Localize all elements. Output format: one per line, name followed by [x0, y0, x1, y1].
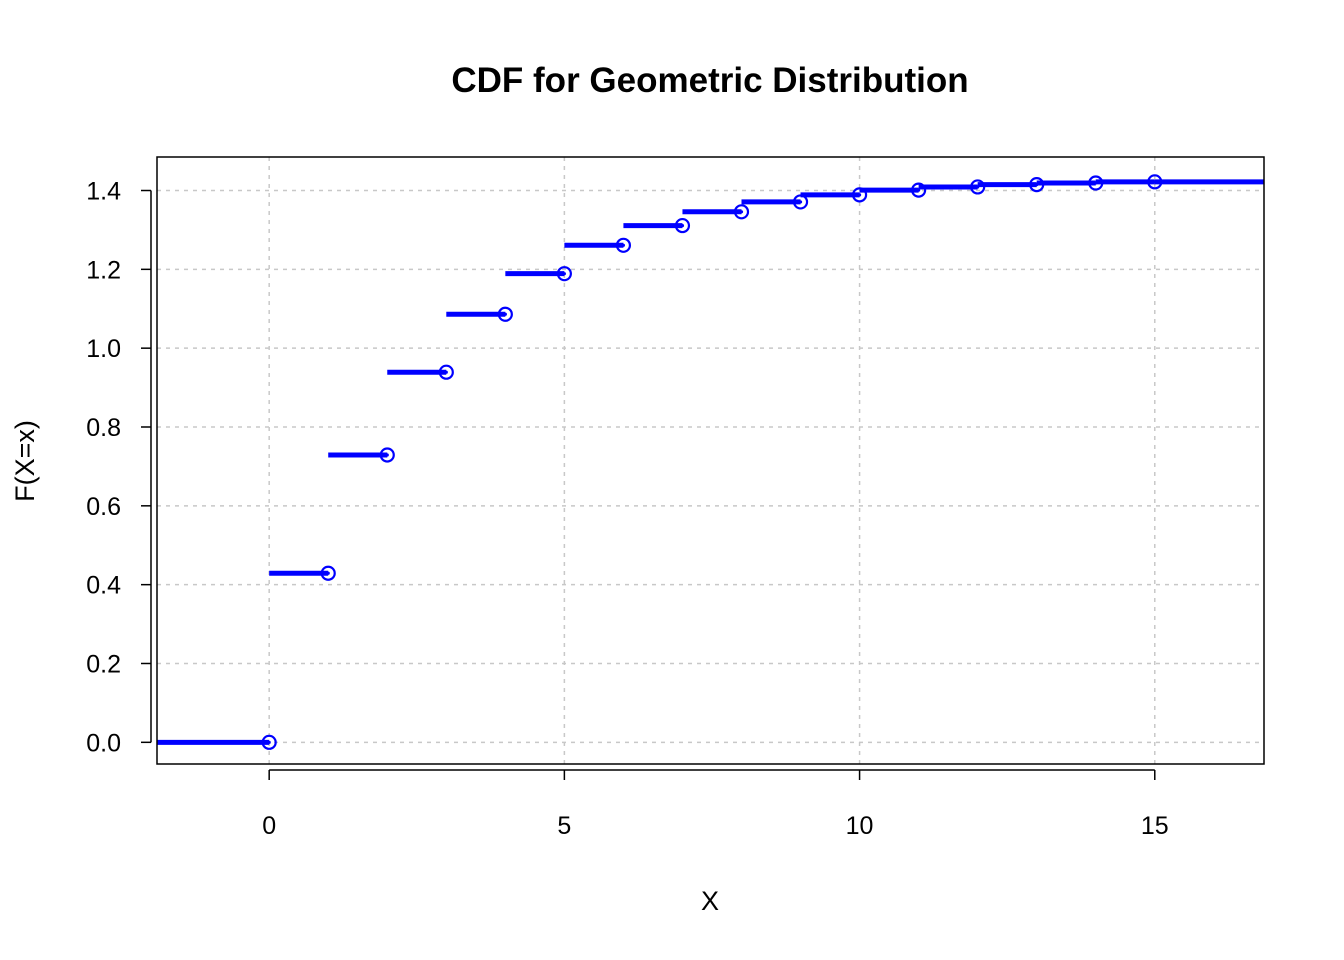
data-point — [438, 364, 454, 380]
data-point-center — [621, 243, 626, 247]
data-point-center — [857, 193, 862, 197]
data-point — [1147, 174, 1163, 190]
data-point-center — [385, 453, 389, 457]
data-point-center — [917, 188, 921, 192]
y-tick-label: 1.0 — [86, 335, 121, 363]
x-tick-label: 10 — [846, 812, 874, 840]
y-tick-label: 0.2 — [86, 650, 121, 678]
data-point — [733, 204, 750, 220]
data-point-center — [562, 272, 566, 276]
x-axis-label: X — [701, 886, 719, 916]
plot-frame — [156, 156, 1265, 765]
data-point — [615, 237, 632, 253]
data-point — [261, 734, 277, 750]
data-point — [851, 187, 868, 203]
data-point — [970, 179, 986, 195]
data-point-center — [444, 370, 448, 374]
data-point-center — [798, 200, 803, 204]
axis-layer: 0 5 10 15 0.0 0.2 0.4 0.6 0.8 1.0 1.2 1.4 — [86, 178, 1168, 840]
data-point — [379, 447, 395, 463]
x-tick-label: 15 — [1141, 812, 1169, 840]
data-point-center — [267, 740, 271, 744]
data-point-center — [1153, 180, 1157, 184]
grid-layer — [157, 157, 1264, 764]
data-point-center — [326, 571, 330, 575]
data-point-center — [1094, 181, 1098, 185]
y-axis-label: F(X=x) — [10, 420, 40, 502]
data-point-center — [680, 223, 685, 228]
y-tick-label: 0.0 — [86, 729, 121, 757]
data-point — [320, 565, 336, 581]
data-point — [556, 266, 572, 282]
y-tick-label: 0.4 — [86, 572, 121, 600]
series-layer — [157, 174, 1264, 750]
data-point — [497, 306, 513, 322]
data-point — [1029, 176, 1045, 193]
data-point-center — [1035, 182, 1039, 187]
data-point — [1088, 175, 1104, 191]
data-point-center — [739, 210, 744, 214]
chart-title: CDF for Geometric Distribution — [451, 61, 968, 100]
y-tick-label: 1.2 — [86, 256, 121, 284]
data-point — [674, 217, 691, 234]
data-point-center — [503, 312, 507, 316]
y-tick-label: 0.8 — [86, 414, 121, 442]
data-point — [792, 194, 809, 210]
data-point — [911, 182, 927, 198]
x-tick-label: 5 — [557, 812, 571, 840]
y-tick-label: 0.6 — [86, 493, 121, 521]
x-tick-label: 0 — [262, 812, 276, 840]
y-tick-label: 1.4 — [86, 178, 121, 206]
data-point-center — [976, 185, 980, 189]
